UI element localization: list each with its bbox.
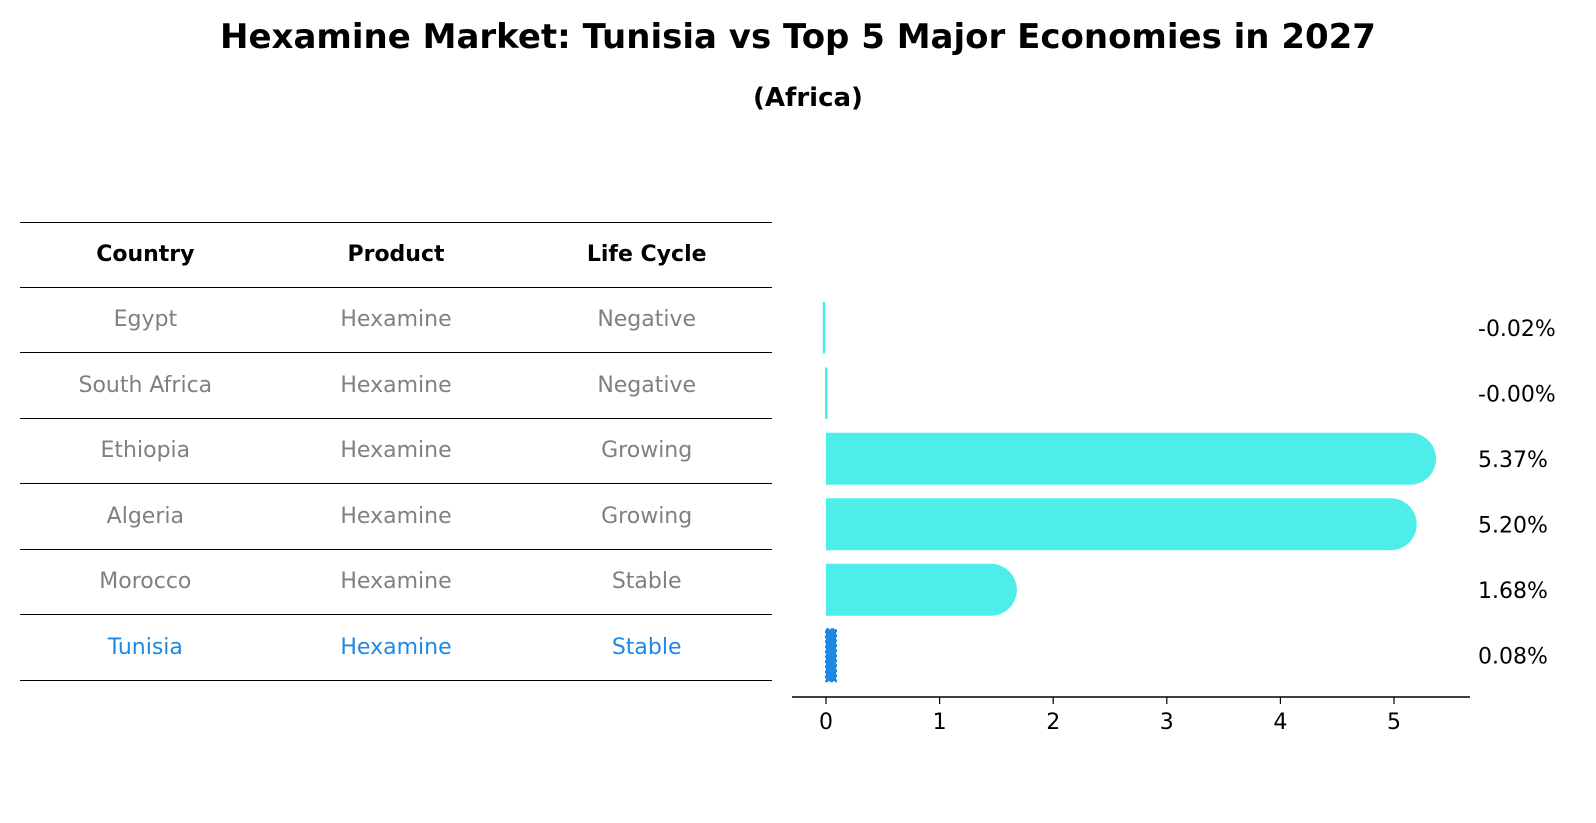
bar [825,628,837,683]
data-table: Country Product Life Cycle Egypt Hexamin… [20,222,772,681]
cell-product: Hexamine [340,372,452,398]
bar [822,301,826,354]
data-label: 1.68% [1478,579,1548,604]
bar [825,367,828,420]
header-life-cycle: Life Cycle [586,242,707,268]
cell-country: Algeria [106,503,184,529]
cell-life-cycle: Stable [611,634,682,660]
bar [826,563,1017,616]
data-label: -0.00% [1478,382,1556,407]
data-label: 0.08% [1478,644,1548,669]
cell-country: Egypt [113,307,178,333]
cell-product: Hexamine [340,438,452,464]
cell-country: Tunisia [107,634,183,660]
cell-product: Hexamine [340,569,452,595]
table-row: Ethiopia Hexamine Growing [20,419,772,484]
table-row-highlighted: Tunisia Hexamine Stable [20,615,772,681]
cell-life-cycle: Stable [611,569,682,595]
x-tick-label: 1 [933,710,947,735]
cell-life-cycle: Growing [601,503,693,529]
table-row: Morocco Hexamine Stable [20,550,772,615]
cell-product: Hexamine [340,307,452,333]
bar [826,432,1437,485]
cell-product: Hexamine [340,503,452,529]
cell-life-cycle: Negative [597,307,697,333]
table-header-row: Country Product Life Cycle [20,222,772,288]
data-label: 5.37% [1478,448,1548,473]
x-tick-label: 0 [819,710,833,735]
cell-life-cycle: Growing [601,438,693,464]
chart-subtitle: (Africa) [753,83,863,113]
header-country: Country [96,242,195,268]
bar [826,498,1417,551]
x-tick-label: 3 [1160,710,1174,735]
x-tick-label: 4 [1273,710,1287,735]
cell-product: Hexamine [340,634,452,660]
cell-country: South Africa [78,372,213,398]
table-row: Egypt Hexamine Negative [20,288,772,353]
x-tick-label: 5 [1387,710,1401,735]
cell-life-cycle: Negative [597,372,697,398]
table-row: Algeria Hexamine Growing [20,484,772,550]
x-tick-label: 2 [1046,710,1060,735]
chart-title: Hexamine Market: Tunisia vs Top 5 Major … [220,17,1376,57]
data-label: -0.02% [1478,317,1556,342]
cell-country: Ethiopia [100,438,191,464]
header-product: Product [347,242,445,268]
table-row: South Africa Hexamine Negative [20,353,772,419]
cell-country: Morocco [99,569,192,595]
data-label: 5.20% [1478,513,1548,538]
